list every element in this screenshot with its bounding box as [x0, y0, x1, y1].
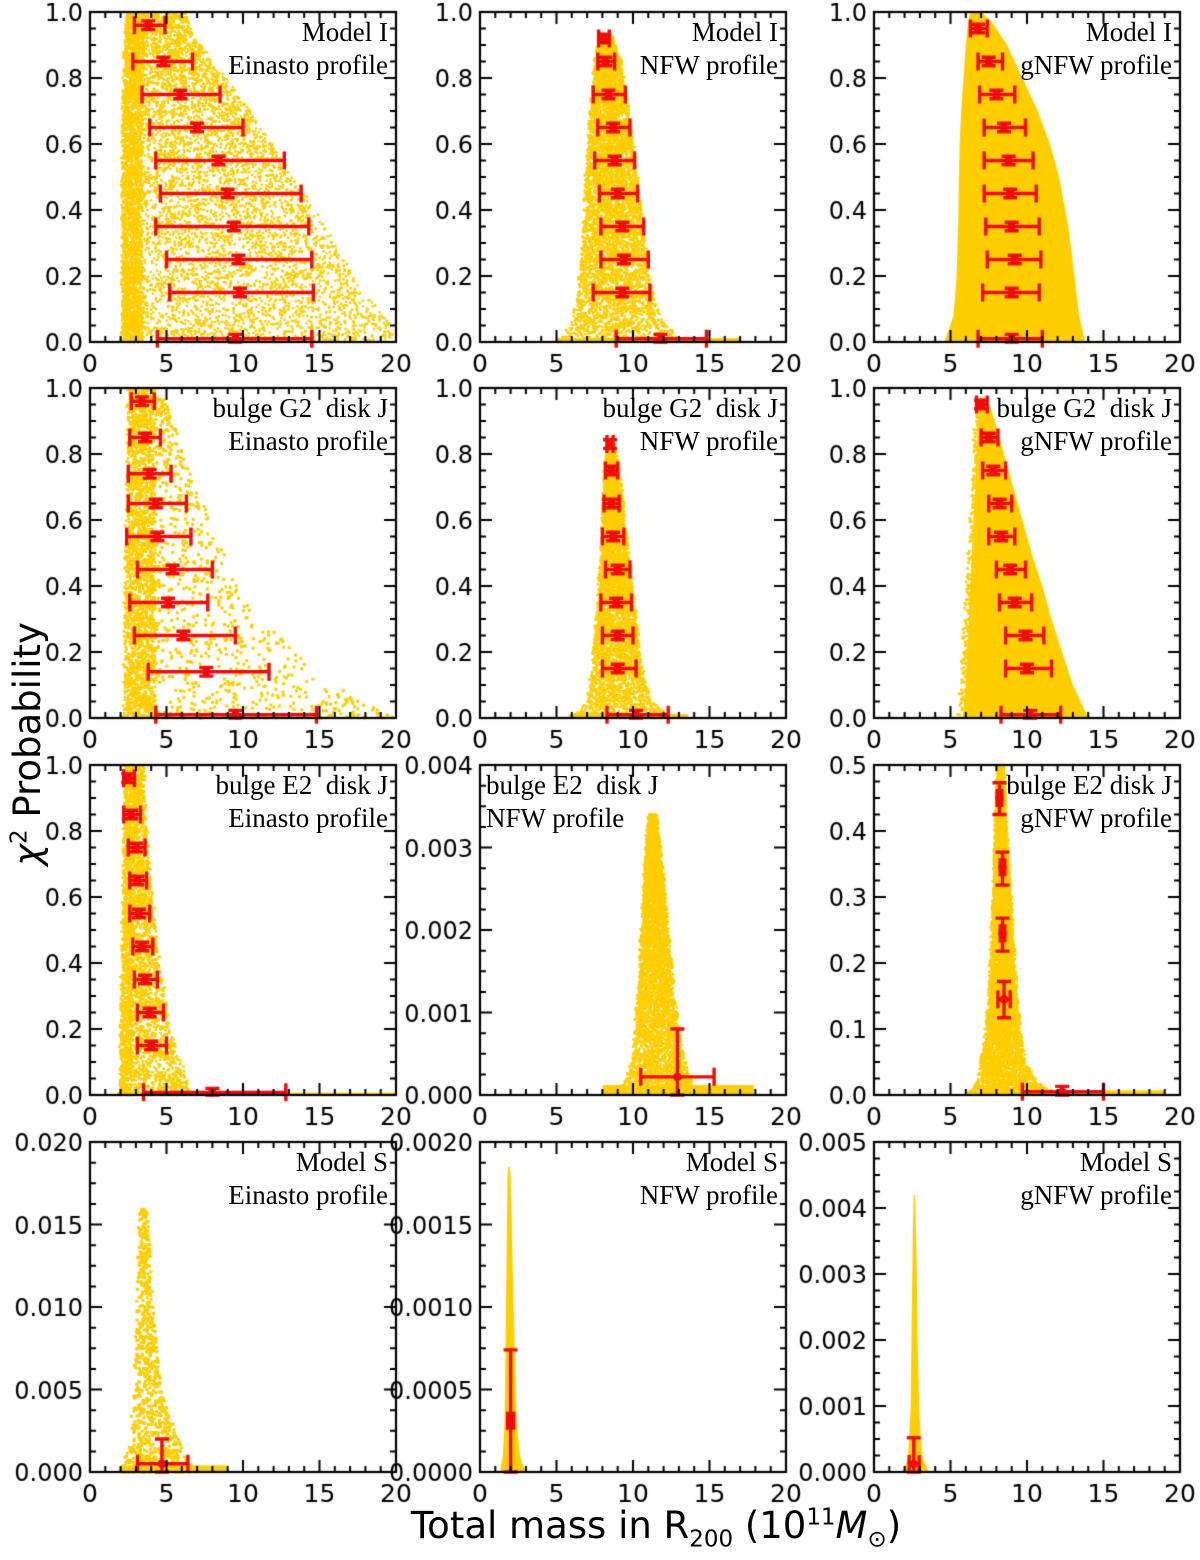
figure-page: { "figure": { "width": 1200, "height": 1…: [0, 0, 1200, 1560]
figure-canvas: [0, 0, 1200, 1560]
